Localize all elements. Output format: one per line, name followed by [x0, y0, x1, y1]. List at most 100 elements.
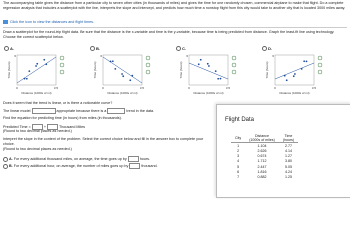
mini-scatterplot: Time (hours) Distance (1000s of mi)0 3.5 6 [7, 54, 65, 95]
data-point [197, 63, 200, 66]
text: For every additional thousand miles, on … [13, 156, 127, 161]
tick-label: 3.5 [54, 86, 59, 90]
radio[interactable] [176, 46, 181, 52]
input[interactable] [127, 156, 139, 162]
zoom-icon[interactable] [59, 62, 65, 68]
radio[interactable] [4, 46, 9, 52]
y-axis-label: Time (hours) [7, 62, 11, 79]
table-row: 2 2.626 4.14 [231, 148, 298, 153]
question-linear: Does it seem that the trend is linear, o… [3, 101, 113, 105]
radio[interactable] [3, 156, 8, 162]
zoom-icon[interactable] [317, 55, 323, 61]
x-axis-label: Distance (1000s of mi) [107, 91, 137, 95]
zoom-icon[interactable] [317, 62, 323, 68]
plot-area [188, 54, 229, 86]
y-axis-label: Time (hours) [93, 62, 97, 79]
choice-a[interactable]: A. For every additional thousand miles, … [3, 156, 150, 162]
linear-sentence: The linear model appropriate because the… [3, 108, 154, 114]
data-point [285, 79, 288, 82]
cell: 5.05 [284, 164, 292, 169]
data-point [43, 58, 46, 61]
text: For every additional hour, on average, t… [13, 163, 129, 168]
zoom-icon[interactable] [145, 69, 151, 75]
x-axis-label: Distance (1000s of mi) [279, 91, 309, 95]
text: hours. [139, 156, 150, 161]
zoom-icon[interactable] [145, 55, 151, 61]
cell: 6 [237, 169, 240, 174]
intro: The accompanying table gives the distanc… [3, 1, 346, 10]
radio[interactable] [3, 163, 8, 169]
option-label: B. [90, 46, 100, 52]
tick-label: 3.5 [312, 86, 317, 90]
dropdown[interactable] [107, 108, 126, 114]
option-label: D. [262, 46, 272, 52]
zoom-icon[interactable] [317, 69, 323, 75]
data-point [305, 60, 308, 63]
column-header: Distance (1000s of miles) [245, 133, 279, 144]
cell: 1.25 [284, 174, 292, 179]
cell: 1.816 [257, 169, 267, 174]
radio[interactable] [262, 46, 267, 52]
table-row: 1 1.104 2.77 [231, 143, 298, 149]
option-letter: D. [268, 46, 272, 51]
cell: 2.626 [257, 148, 267, 153]
input[interactable] [129, 163, 141, 169]
cell: 1 [237, 143, 240, 148]
zoom-icon[interactable] [145, 62, 151, 68]
tick-label: 0 [16, 86, 18, 90]
cell: 4.14 [284, 148, 292, 153]
data-point [35, 65, 37, 67]
tick-label: 6 [272, 54, 274, 58]
zoom-icons [317, 55, 323, 75]
text: trend in the data. [126, 108, 155, 113]
tick-label: 6 [100, 54, 102, 58]
cell: 0.882 [257, 174, 267, 179]
link-text[interactable]: Click the icon to view the distances and… [10, 20, 95, 24]
radio[interactable] [90, 46, 95, 52]
column-header: City [231, 133, 246, 144]
zoom-icon[interactable] [59, 55, 65, 61]
plot-area [274, 54, 315, 86]
fit-line [16, 56, 57, 84]
tick-label: 0 [188, 86, 190, 90]
letter: B. [9, 163, 13, 168]
zoom-icon[interactable] [231, 55, 237, 61]
page: {"intro":"The accompanying table gives t… [3, 1, 350, 198]
zoom-icon[interactable] [231, 69, 237, 75]
text: + [43, 124, 46, 129]
cell: 3.80 [284, 159, 292, 164]
option-letter: A. [10, 46, 14, 51]
fit-line [102, 56, 143, 84]
text: Predicted Time = [3, 124, 31, 129]
tick-label: 6 [186, 54, 188, 58]
data-point [294, 73, 296, 75]
question-slope: Interpret the slope in the context of th… [3, 137, 204, 146]
data-point [28, 70, 31, 73]
cell: 2 [237, 148, 240, 153]
data-point [36, 62, 39, 65]
cell: 3 [237, 154, 240, 159]
instruction: Draw a scatterplot for the round-trip fl… [3, 30, 335, 39]
text: The linear model [3, 108, 31, 113]
divider [3, 27, 347, 28]
zoom-icon[interactable] [59, 69, 65, 75]
zoom-icon[interactable] [231, 62, 237, 68]
cell: 2.447 [257, 164, 267, 169]
data-point [292, 75, 295, 78]
dropdown[interactable] [31, 108, 56, 114]
round-note: (Round to two decimal places as needed.) [3, 147, 72, 151]
option-letter: C. [182, 46, 186, 51]
table-row: 3 0.674 1.27 [231, 154, 298, 159]
mini-scatterplot: Time (hours) Distance (1000s of mi)0 3.5 6 [179, 54, 237, 95]
choice-b[interactable]: B. For every additional hour, on average… [3, 163, 158, 169]
cell: 1.27 [284, 154, 292, 159]
data-point [206, 62, 209, 65]
option-label: A. [4, 46, 14, 52]
data-link[interactable]: Click the icon to view the distances and… [3, 20, 94, 25]
tick-label: 3.5 [140, 86, 145, 90]
data-point [122, 75, 125, 78]
round-note: (Round to two decimal places as needed.) [3, 129, 72, 133]
x-axis-label: Distance (1000s of mi) [21, 91, 51, 95]
table-row: 7 0.882 1.25 [231, 174, 298, 179]
equation: Predicted Time = + Thousand Miles [3, 124, 85, 130]
